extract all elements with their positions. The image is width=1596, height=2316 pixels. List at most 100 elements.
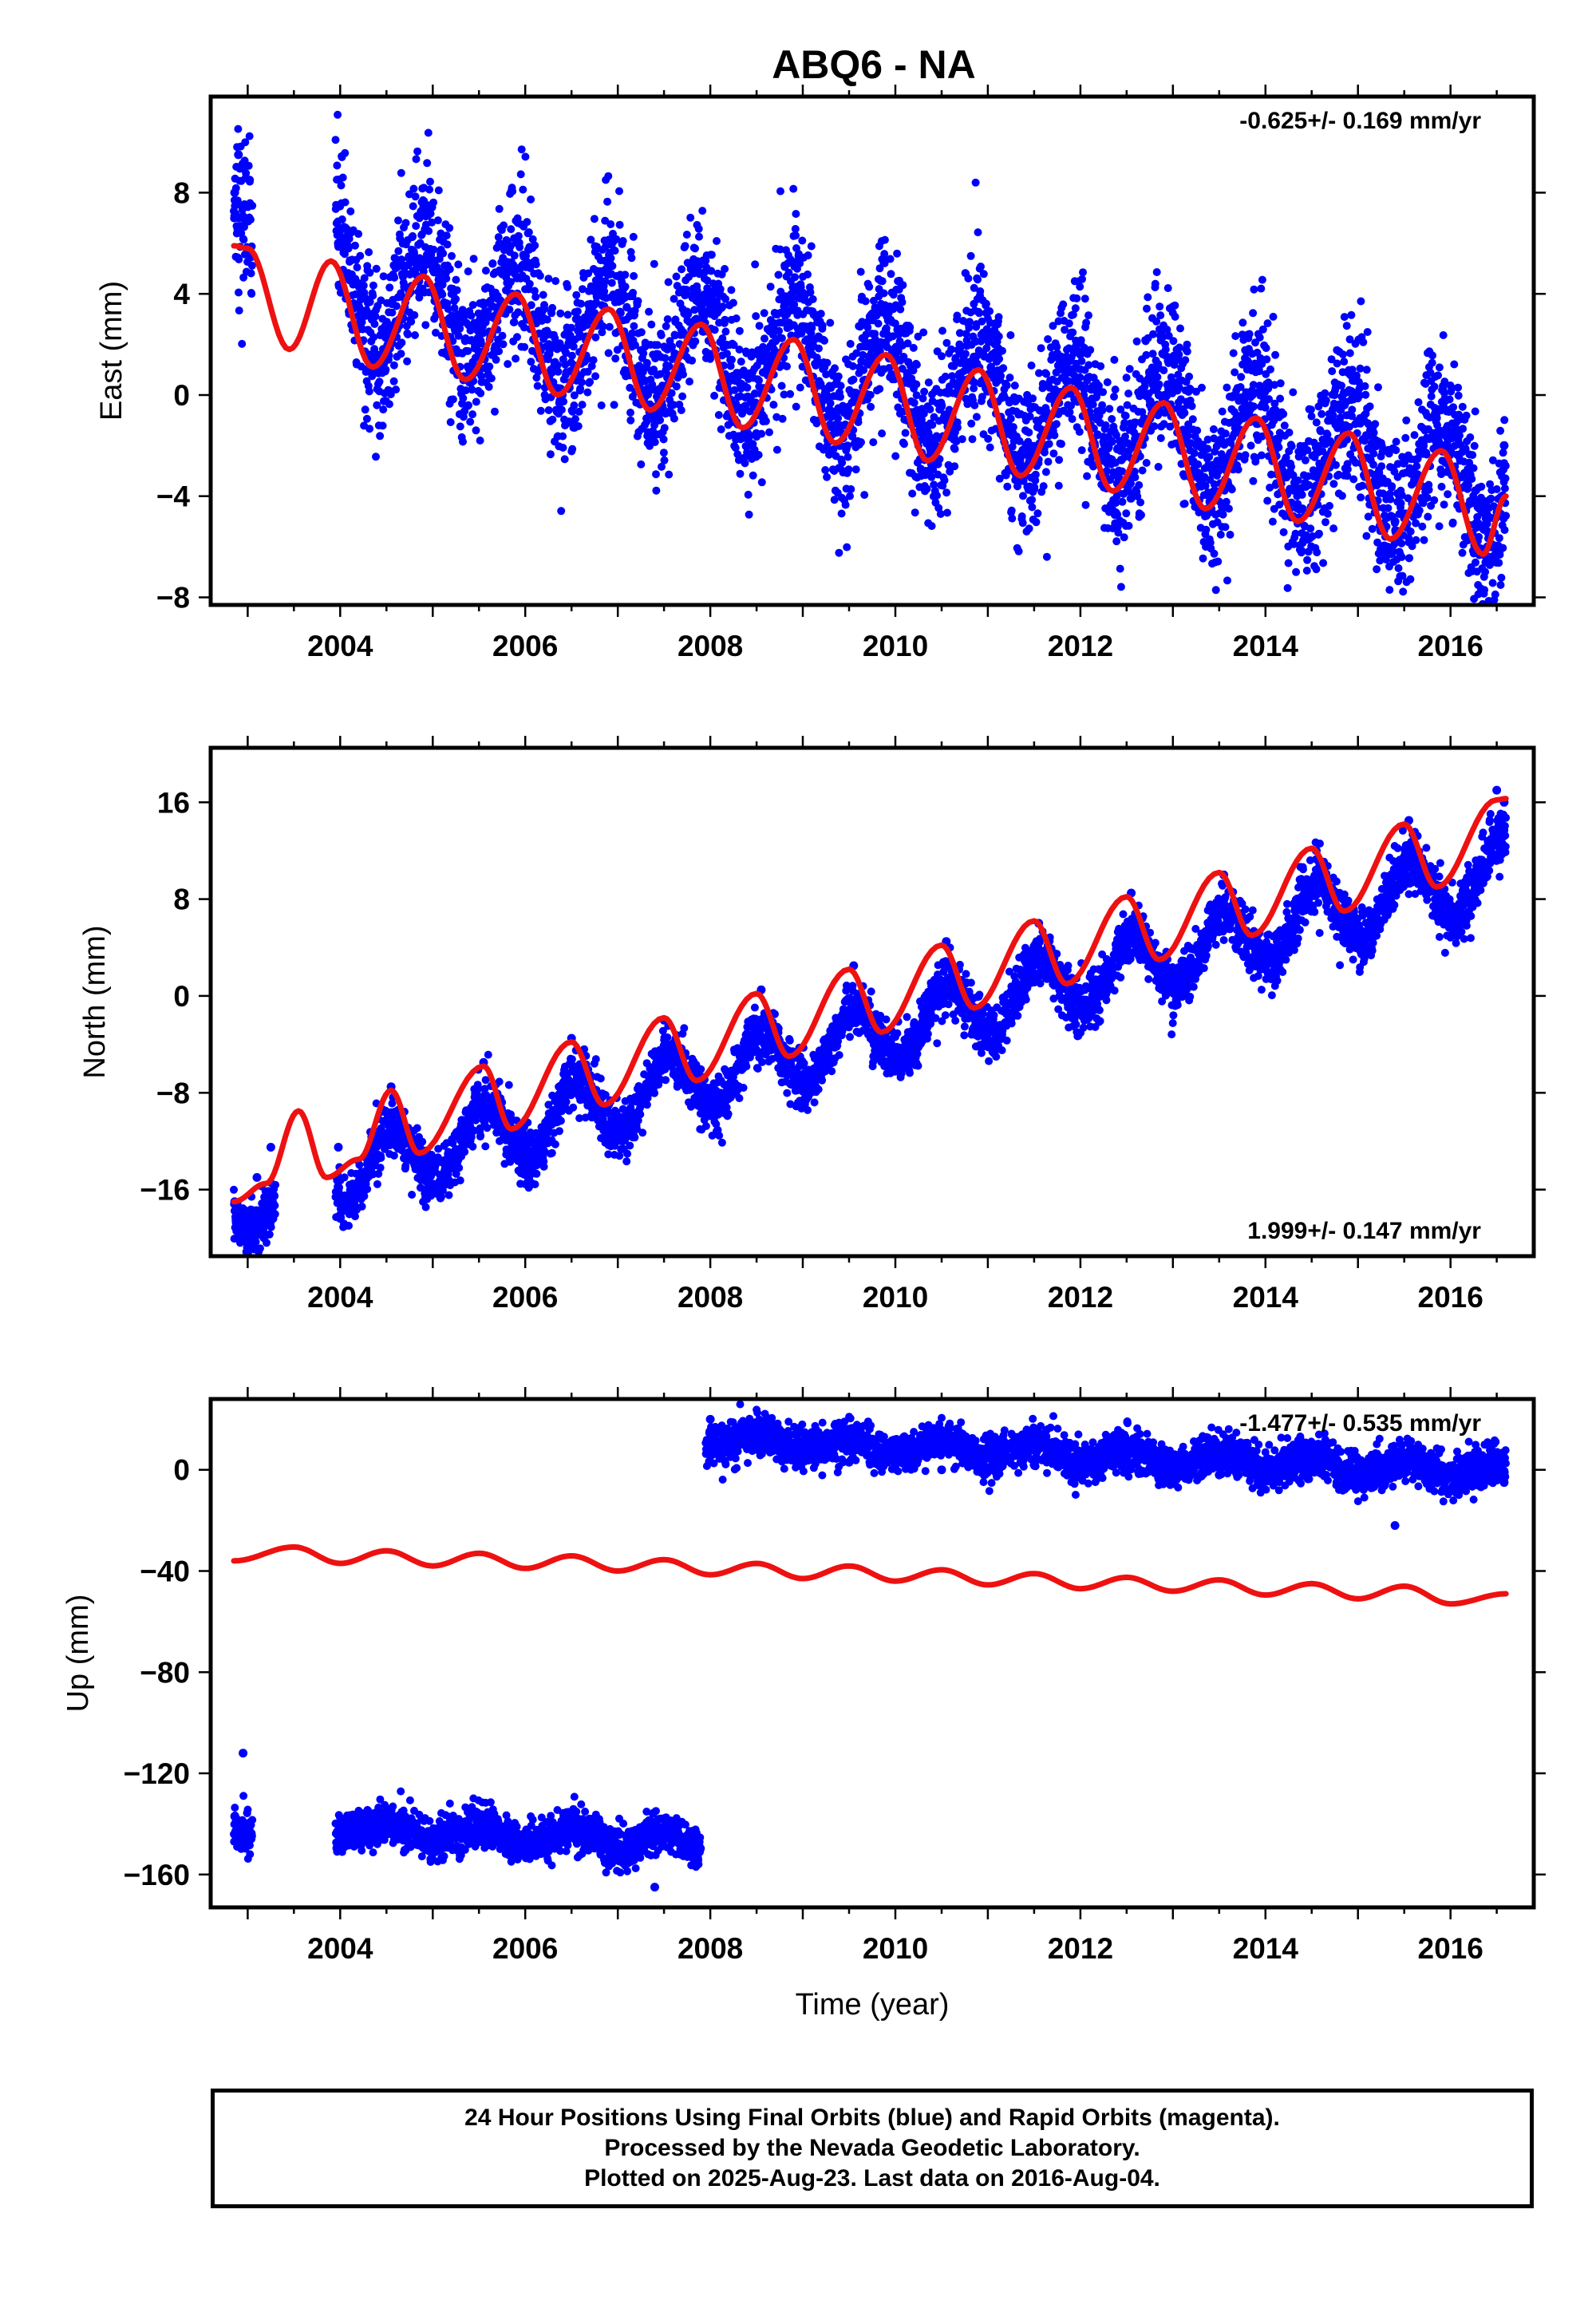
east-daily-position-dot (995, 474, 1004, 483)
east-x-tick-label: 2014 (1233, 630, 1299, 662)
east-daily-position-dot (807, 242, 816, 251)
east-daily-position-dot (1005, 398, 1013, 407)
east-daily-position-dot (1321, 518, 1329, 527)
north-daily-position-dot (345, 1221, 353, 1230)
east-daily-position-dot (520, 342, 529, 351)
east-daily-position-dot (748, 348, 757, 357)
east-daily-position-dot (887, 270, 895, 279)
east-daily-position-dot (927, 522, 936, 531)
east-daily-position-dot (723, 350, 731, 358)
east-daily-position-dot (1017, 512, 1026, 520)
north-daily-position-dot (271, 1210, 279, 1219)
east-daily-position-dot (859, 366, 868, 374)
east-daily-position-dot (362, 414, 371, 423)
east-daily-position-dot (1454, 383, 1463, 392)
east-daily-position-dot (575, 330, 584, 338)
east-daily-position-dot (495, 204, 504, 213)
east-daily-position-dot (778, 318, 787, 327)
east-daily-position-dot (1198, 383, 1206, 392)
east-daily-position-dot (1268, 517, 1277, 526)
east-daily-position-dot (1028, 503, 1037, 512)
east-daily-position-dot (875, 264, 884, 273)
east-daily-position-dot (1269, 312, 1278, 321)
east-daily-position-dot (629, 232, 638, 241)
east-daily-position-dot (1373, 565, 1381, 574)
east-daily-position-dot (637, 328, 646, 337)
north-daily-position-dot (230, 1185, 238, 1194)
east-daily-position-dot (411, 331, 419, 339)
east-daily-position-dot (508, 187, 517, 196)
east-daily-position-dot (1502, 512, 1511, 520)
east-daily-position-dot (1231, 332, 1240, 341)
east-daily-position-dot (1384, 504, 1393, 512)
east-daily-position-dot (852, 349, 861, 358)
east-daily-position-dot (774, 271, 783, 279)
east-daily-position-dot (652, 470, 660, 479)
north-daily-position-dot (376, 1164, 385, 1172)
east-daily-position-dot (1362, 366, 1371, 374)
east-daily-position-dot (908, 489, 917, 498)
east-daily-position-dot (1312, 418, 1321, 427)
east-daily-position-dot (1105, 405, 1114, 413)
east-daily-position-dot (721, 294, 730, 303)
east-daily-position-dot (1083, 472, 1092, 480)
east-daily-position-dot (1500, 484, 1509, 492)
east-daily-position-dot (1329, 480, 1338, 488)
east-daily-position-dot (841, 500, 850, 509)
north-daily-position-dot (271, 1192, 279, 1200)
east-daily-position-dot (559, 432, 567, 441)
east-daily-position-dot (1175, 350, 1183, 359)
east-daily-position-dot (843, 453, 852, 461)
east-daily-position-dot (1458, 402, 1467, 411)
east-daily-position-dot (567, 323, 575, 332)
east-daily-position-dot (365, 298, 374, 306)
east-daily-position-dot (964, 274, 973, 283)
east-daily-position-dot (1055, 456, 1064, 464)
east-daily-position-dot (1388, 482, 1396, 491)
east-daily-position-dot (606, 254, 615, 263)
east-daily-position-dot (777, 334, 786, 342)
east-daily-position-dot (452, 294, 460, 303)
east-daily-position-dot (629, 288, 638, 297)
east-daily-position-dot (1153, 373, 1162, 381)
east-daily-position-dot (1008, 514, 1017, 523)
east-daily-position-dot (900, 440, 908, 449)
east-daily-position-dot (826, 399, 835, 408)
east-daily-position-dot (866, 390, 875, 399)
east-daily-position-dot (946, 467, 954, 476)
east-daily-position-dot (583, 355, 591, 364)
east-daily-position-dot (1389, 670, 1397, 678)
east-daily-position-dot (659, 435, 668, 444)
east-daily-position-dot (556, 309, 565, 318)
east-daily-position-dot (568, 445, 577, 453)
east-daily-position-dot (918, 394, 927, 403)
east-daily-position-dot (672, 272, 681, 281)
east-daily-position-dot (1477, 482, 1486, 491)
east-daily-position-dot (659, 449, 668, 457)
east-daily-position-dot (757, 429, 766, 438)
east-daily-position-dot (1057, 440, 1065, 449)
east-daily-position-dot (912, 380, 921, 389)
east-daily-position-dot (388, 308, 397, 317)
east-daily-position-dot (1007, 506, 1016, 515)
east-daily-position-dot (965, 323, 974, 332)
east-daily-position-dot (1258, 275, 1266, 284)
east-daily-position-dot (420, 197, 429, 205)
east-daily-position-dot (491, 407, 499, 416)
east-daily-position-dot (1435, 522, 1444, 531)
east-daily-position-dot (1019, 492, 1027, 500)
east-daily-position-dot (1059, 300, 1068, 309)
east-daily-position-dot (528, 235, 537, 243)
east-daily-position-dot (469, 255, 478, 263)
east-daily-position-dot (726, 362, 735, 370)
east-daily-position-dot (1292, 567, 1301, 576)
east-daily-position-dot (597, 401, 606, 409)
east-daily-position-dot (1150, 422, 1159, 431)
east-y-tick-label: −4 (156, 480, 191, 513)
east-daily-position-dot (464, 401, 472, 409)
east-position-point (245, 176, 255, 185)
east-daily-position-dot (776, 187, 784, 196)
east-daily-position-dot (901, 429, 910, 437)
east-daily-position-dot (743, 383, 752, 392)
east-daily-position-dot (926, 405, 934, 413)
